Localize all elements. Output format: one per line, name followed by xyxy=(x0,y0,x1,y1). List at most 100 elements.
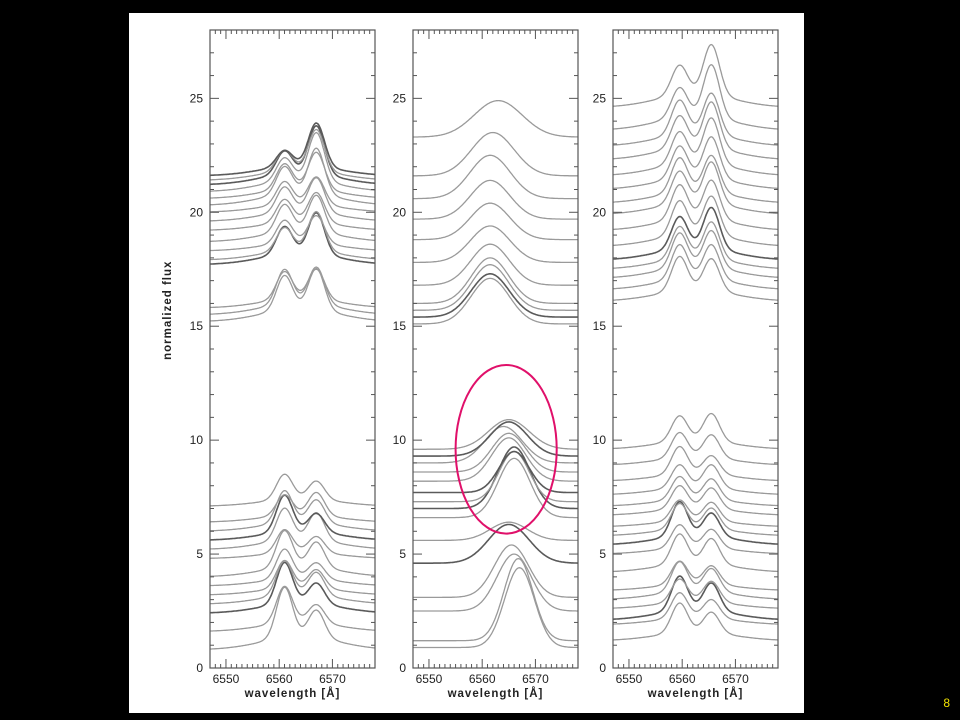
y-tick-label: 25 xyxy=(593,91,607,105)
left-spectra xyxy=(210,122,375,650)
spectrum-line xyxy=(210,507,375,550)
spectrum-line xyxy=(613,499,778,527)
middle-spectra xyxy=(413,99,578,649)
y-tick-label: 15 xyxy=(393,319,407,333)
spectrum-line xyxy=(210,561,375,614)
spectrum-line xyxy=(613,602,778,641)
spectrum-line xyxy=(613,475,778,507)
y-tick-label: 10 xyxy=(190,433,204,447)
spectrum-line xyxy=(613,578,778,609)
y-tick-label: 10 xyxy=(393,433,407,447)
spectrum-line xyxy=(613,206,778,260)
x-axis-title: wavelength [Å] xyxy=(647,687,744,700)
spectrum-line xyxy=(210,560,375,605)
spectrum-line xyxy=(613,500,778,545)
spectrum-line xyxy=(210,491,375,523)
x-tick-label: 6550 xyxy=(416,672,443,686)
spectrum-line xyxy=(413,544,578,599)
y-tick-label: 0 xyxy=(599,661,606,675)
spectrum-line xyxy=(210,473,375,507)
y-tick-label: 0 xyxy=(196,661,203,675)
spectrum-line xyxy=(210,191,375,231)
spectrum-line xyxy=(413,243,578,286)
spectrum-line xyxy=(613,560,778,600)
slide-number: 8 xyxy=(943,696,950,710)
spectrum-line xyxy=(210,529,375,577)
y-axis-title: normalized flux xyxy=(162,261,174,360)
spectrum-line xyxy=(210,211,375,265)
spectrum-line xyxy=(613,179,778,231)
y-tick-label: 15 xyxy=(190,319,204,333)
y-tick-label: 0 xyxy=(399,661,406,675)
spectrum-line xyxy=(613,524,778,555)
x-tick-label: 6550 xyxy=(616,672,643,686)
spectrum-line xyxy=(210,559,375,596)
spectrum-line xyxy=(613,431,778,466)
spectrum-line xyxy=(413,521,578,542)
right-spectra xyxy=(613,43,778,641)
spectrum-line xyxy=(210,494,375,541)
spectrum-line xyxy=(413,421,578,457)
x-tick-label: 6560 xyxy=(469,672,496,686)
y-tick-label: 20 xyxy=(393,205,407,219)
spectrum-line xyxy=(613,92,778,146)
spectrum-line xyxy=(613,412,778,450)
x-tick-label: 6570 xyxy=(522,672,549,686)
spectrum-line xyxy=(413,225,578,264)
figure-panel: 0 5 10 15 20 25 6550 6560 6570 wavelength [Å] norm… xyxy=(129,13,804,713)
spectrum-line xyxy=(613,255,778,301)
spectrum-line xyxy=(613,464,778,495)
spectrum-line xyxy=(210,177,375,222)
y-tick-label: 25 xyxy=(190,91,204,105)
spectrum-line xyxy=(413,437,578,482)
y-tick-label: 20 xyxy=(593,205,607,219)
spectrum-line xyxy=(413,179,578,220)
y-tick-label: 20 xyxy=(190,205,204,219)
spectrum-line xyxy=(413,202,578,241)
spectrum-line xyxy=(210,210,375,261)
spectrum-line xyxy=(613,117,778,176)
spectrum-line xyxy=(613,229,778,278)
spectrum-line xyxy=(210,128,375,181)
y-tick-label: 5 xyxy=(196,547,203,561)
spectrum-line xyxy=(210,122,375,177)
spectrum-line xyxy=(210,548,375,587)
spectrum-line xyxy=(413,418,578,450)
x-tick-label: 6570 xyxy=(319,672,346,686)
spectrum-line xyxy=(210,176,375,213)
spectrum-line xyxy=(210,268,375,309)
spectrum-line xyxy=(210,266,375,315)
spectrum-line xyxy=(413,131,578,177)
spectrum-line xyxy=(613,195,778,247)
y-tick-label: 25 xyxy=(393,91,407,105)
x-axis-title: wavelength [Å] xyxy=(447,687,544,700)
spectrum-line xyxy=(413,273,578,318)
spectrum-line xyxy=(613,136,778,190)
spectrum-line xyxy=(413,99,578,138)
spectrum-line xyxy=(413,425,578,464)
spectrum-line xyxy=(613,484,778,516)
spectrum-line xyxy=(413,450,578,503)
spectrum-line xyxy=(613,560,778,591)
spectrum-line xyxy=(210,215,375,252)
spectrum-line xyxy=(613,502,778,536)
x-tick-label: 6560 xyxy=(266,672,293,686)
spectrum-line xyxy=(210,147,375,206)
spectrum-line xyxy=(413,557,578,642)
spectrum-line xyxy=(413,154,578,200)
y-tick-label: 5 xyxy=(599,547,606,561)
spectrum-line xyxy=(613,64,778,130)
spectrum-line xyxy=(413,257,578,305)
spectrum-line xyxy=(413,567,578,649)
spectrum-line xyxy=(413,553,578,612)
spectrum-line xyxy=(613,161,778,215)
y-tick-label: 10 xyxy=(593,433,607,447)
panel-frame xyxy=(412,29,579,669)
spectrum-line xyxy=(613,101,778,160)
spectrum-line xyxy=(613,243,778,290)
y-tick-label: 5 xyxy=(399,547,406,561)
spectrum-line xyxy=(210,194,375,242)
